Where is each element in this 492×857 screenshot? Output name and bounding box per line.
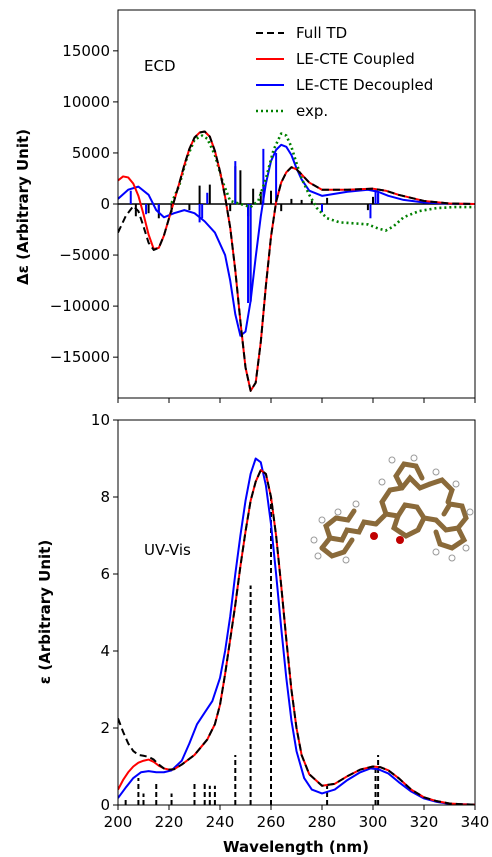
legend: Full TD LE-CTE Coupled LE-CTE Decoupled … xyxy=(256,24,433,120)
ecd-plot-area xyxy=(118,130,475,392)
uvvis-ytick-label: 4 xyxy=(100,642,110,660)
uvvis-xtick-label: 280 xyxy=(308,813,337,831)
uvvis-ytick-label: 10 xyxy=(91,411,110,429)
legend-label-coupled: LE-CTE Coupled xyxy=(296,50,415,68)
uvvis-xtick-label: 260 xyxy=(257,813,286,831)
uvvis-annotation: UV-Vis xyxy=(144,541,191,559)
x-axis-label: Wavelength (nm) xyxy=(223,838,369,856)
uvvis-xtick-label: 300 xyxy=(359,813,388,831)
uvvis-xtick-label: 340 xyxy=(461,813,490,831)
uvvis-plot-area xyxy=(118,457,475,805)
ecd-panel: −15000 −10000 −5000 0 5000 10000 15000 ECD Δε … xyxy=(14,9,476,403)
uvvis-xtick-label: 220 xyxy=(155,813,184,831)
ecd-ytick-label: −5000 xyxy=(59,246,110,264)
uvvis-ytick-label: 6 xyxy=(100,565,110,583)
molecule-structure-image xyxy=(310,454,474,564)
uvvis-ticks: 0 2 4 6 8 10 200 220 240 260 280 300 320 340 xyxy=(91,411,489,831)
legend-label-full-td: Full TD xyxy=(296,24,347,42)
ecd-series-le-cte-decoupled xyxy=(118,143,475,337)
legend-label-exp: exp. xyxy=(296,102,328,120)
uvvis-panel: 0 2 4 6 8 10 200 220 240 260 280 300 320 340 UV-Vis ε… xyxy=(36,411,489,856)
uvvis-ytick-label: 8 xyxy=(100,488,110,506)
uvvis-axes-frame xyxy=(117,419,476,806)
ecd-series-exp xyxy=(170,132,475,232)
uvvis-y-axis-label: ε (Arbitrary Unit) xyxy=(36,540,54,684)
ecd-ytick-label: 10000 xyxy=(62,93,110,111)
ecd-y-ticks: −15000 −10000 −5000 0 5000 10000 15000 xyxy=(50,42,476,403)
uvvis-xtick-label: 240 xyxy=(206,813,235,831)
ecd-ytick-label: 5000 xyxy=(72,144,110,162)
uvvis-series-full-td xyxy=(118,469,475,805)
uvvis-xtick-label: 200 xyxy=(104,813,133,831)
ecd-annotation: ECD xyxy=(144,57,176,75)
ecd-y-axis-label: Δε (Arbitrary Unit) xyxy=(14,129,32,285)
ecd-ytick-label: 0 xyxy=(100,195,110,213)
uvvis-ytick-label: 2 xyxy=(100,719,110,737)
ecd-ytick-label: −10000 xyxy=(50,297,110,315)
uvvis-ytick-label: 0 xyxy=(100,796,110,814)
uvvis-xtick-label: 320 xyxy=(410,813,439,831)
legend-label-decoupled: LE-CTE Decoupled xyxy=(296,76,433,94)
ecd-ytick-label: 15000 xyxy=(62,42,110,60)
ecd-ytick-label: −15000 xyxy=(50,348,110,366)
ecd-series-full-td xyxy=(118,130,475,392)
